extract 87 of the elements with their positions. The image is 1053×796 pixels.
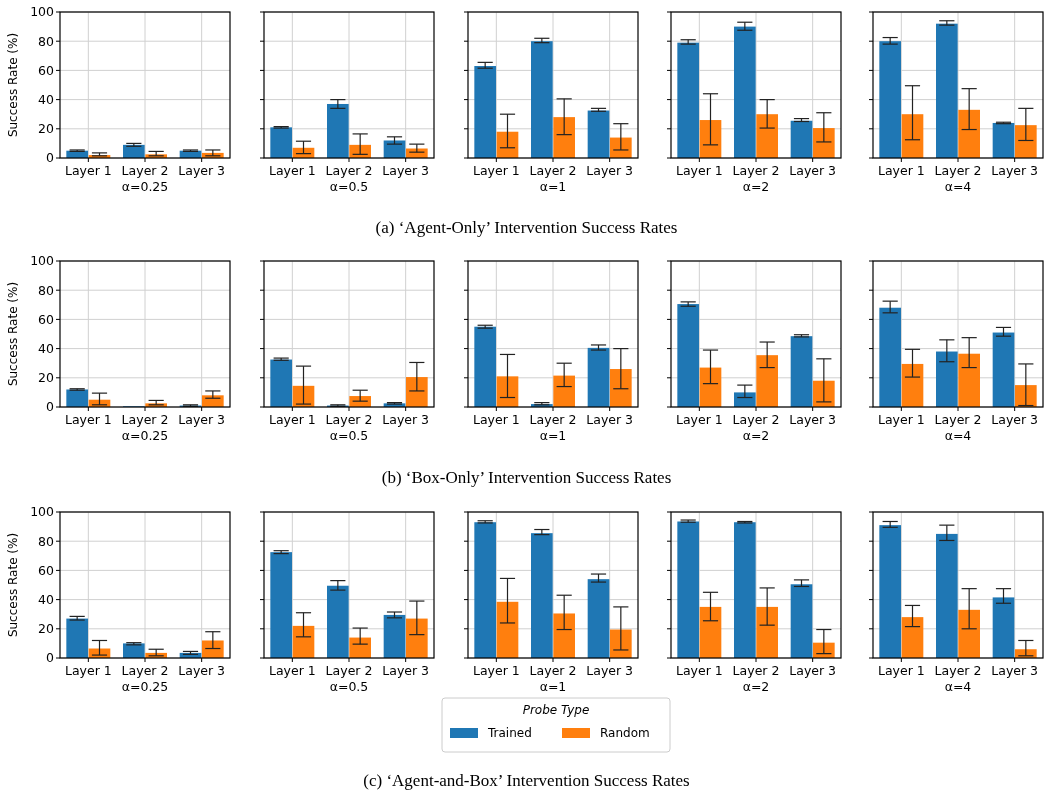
- y-tick-label: 80: [38, 533, 55, 549]
- y-tick-label: 40: [38, 91, 55, 107]
- y-tick-label: 80: [38, 33, 55, 49]
- x-axis-title: α=1: [539, 179, 567, 194]
- y-tick-label: 0: [46, 650, 55, 666]
- x-tick-label: Layer 2: [732, 663, 780, 678]
- y-tick-label: 20: [38, 121, 55, 137]
- x-tick-label: Layer 3: [178, 663, 226, 678]
- x-tick-label: Layer 2: [732, 412, 780, 427]
- x-axis-title: α=4: [944, 179, 972, 194]
- x-tick-label: Layer 2: [121, 663, 169, 678]
- x-tick-label: Layer 2: [121, 163, 169, 178]
- y-tick-label: 20: [38, 621, 55, 637]
- y-tick-label: 60: [38, 311, 55, 327]
- text: (c) ‘Agent-and-Box’ Intervention Success Rates: [363, 771, 690, 790]
- x-tick-label: Layer 2: [529, 163, 577, 178]
- x-tick-label: Layer 1: [675, 663, 723, 678]
- x-tick-label: Layer 2: [121, 412, 169, 427]
- x-tick-label: Layer 3: [178, 163, 226, 178]
- x-tick-label: Layer 2: [732, 163, 780, 178]
- x-tick-label: Layer 2: [934, 663, 982, 678]
- text: (a) ‘Agent-Only’ Intervention Success Rates: [375, 218, 678, 237]
- x-axis-title: α=2: [742, 679, 770, 694]
- y-axis-title: Success Rate (%): [6, 532, 20, 638]
- x-tick-label: Layer 3: [586, 163, 634, 178]
- x-tick-label: Layer 2: [325, 663, 373, 678]
- x-tick-label: Layer 2: [529, 412, 577, 427]
- x-tick-label: Layer 1: [877, 412, 925, 427]
- x-axis-title: α=0.5: [329, 428, 369, 443]
- x-tick-label: Layer 2: [934, 412, 982, 427]
- legend-title: Probe Type: [522, 703, 590, 717]
- x-tick-label: Layer 3: [789, 412, 837, 427]
- y-tick-label: 100: [30, 253, 55, 269]
- y-tick-label: 80: [38, 282, 55, 298]
- text: (b) ‘Box-Only’ Intervention Success Rates: [381, 468, 672, 487]
- x-axis-title: α=0.5: [329, 679, 369, 694]
- x-tick-label: Layer 3: [382, 663, 430, 678]
- y-tick-label: 60: [38, 562, 55, 578]
- x-tick-label: Layer 1: [64, 663, 112, 678]
- x-axis-title: α=0.25: [121, 428, 169, 443]
- y-tick-label: 40: [38, 591, 55, 607]
- y-tick-label: 60: [38, 62, 55, 78]
- y-axis-title: Success Rate (%): [6, 32, 20, 138]
- x-tick-label: Layer 3: [991, 663, 1039, 678]
- x-tick-label: Layer 3: [789, 663, 837, 678]
- x-tick-label: Layer 3: [991, 412, 1039, 427]
- x-tick-label: Layer 1: [64, 163, 112, 178]
- x-tick-label: Layer 3: [586, 412, 634, 427]
- x-axis-title: α=4: [944, 679, 972, 694]
- x-tick-label: Layer 3: [382, 412, 430, 427]
- x-tick-label: Layer 1: [472, 163, 520, 178]
- x-tick-label: Layer 3: [382, 163, 430, 178]
- x-axis-title: α=0.25: [121, 679, 169, 694]
- x-tick-label: Layer 1: [64, 412, 112, 427]
- x-axis-title: α=0.25: [121, 179, 169, 194]
- x-tick-label: Layer 2: [529, 663, 577, 678]
- x-tick-label: Layer 1: [877, 663, 925, 678]
- x-axis-title: α=2: [742, 179, 770, 194]
- y-axis-title: Success Rate (%): [6, 281, 20, 387]
- x-tick-label: Layer 1: [675, 412, 723, 427]
- y-tick-label: 0: [46, 150, 55, 166]
- x-tick-label: Layer 2: [325, 412, 373, 427]
- x-tick-label: Layer 1: [472, 663, 520, 678]
- legend-label: Trained: [487, 726, 532, 740]
- y-tick-label: 100: [30, 4, 55, 20]
- x-tick-label: Layer 1: [268, 412, 316, 427]
- x-tick-label: Layer 3: [586, 663, 634, 678]
- x-axis-title: α=0.5: [329, 179, 369, 194]
- x-tick-label: Layer 3: [789, 163, 837, 178]
- x-axis-title: α=4: [944, 428, 972, 443]
- x-tick-label: Layer 3: [178, 412, 226, 427]
- y-tick-label: 40: [38, 340, 55, 356]
- x-tick-label: Layer 1: [675, 163, 723, 178]
- y-tick-label: 0: [46, 399, 55, 415]
- legend-label: Random: [600, 726, 650, 740]
- x-axis-title: α=2: [742, 428, 770, 443]
- x-tick-label: Layer 1: [268, 663, 316, 678]
- x-tick-label: Layer 1: [877, 163, 925, 178]
- y-tick-label: 20: [38, 370, 55, 386]
- x-tick-label: Layer 3: [991, 163, 1039, 178]
- x-tick-label: Layer 2: [934, 163, 982, 178]
- x-axis-title: α=1: [539, 428, 567, 443]
- x-axis-title: α=1: [539, 679, 567, 694]
- x-tick-label: Layer 2: [325, 163, 373, 178]
- x-tick-label: Layer 1: [268, 163, 316, 178]
- y-tick-label: 100: [30, 504, 55, 520]
- x-tick-label: Layer 1: [472, 412, 520, 427]
